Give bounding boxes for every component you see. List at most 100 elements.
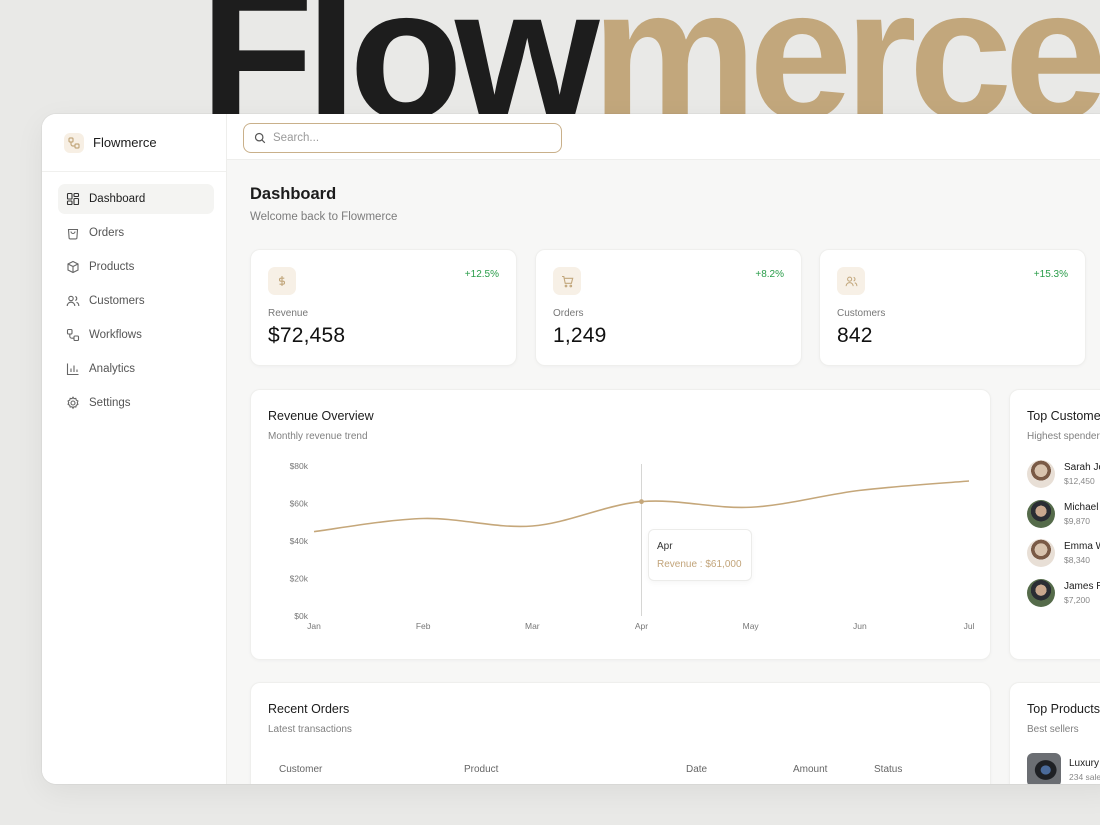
x-tick-label: Jun (853, 621, 867, 631)
workflow-icon (66, 328, 80, 342)
sidebar-item-label: Customers (89, 295, 145, 307)
avatar (1027, 460, 1055, 488)
sidebar-item-workflows[interactable]: Workflows (58, 320, 214, 350)
sidebar-item-label: Workflows (89, 329, 142, 341)
data-point[interactable] (639, 499, 644, 505)
top-customers-card: Top Customers Highest spenders Sarah Joh… (1009, 389, 1100, 660)
sidebar-item-label: Analytics (89, 363, 136, 375)
main-content: Dashboard Welcome back to Flowmerce +12.… (227, 114, 1100, 784)
customer-row[interactable]: Emma Wilson $8,340 (1027, 539, 1100, 567)
customer-row[interactable]: James Rodriguez $7,200 (1027, 579, 1100, 607)
brand-name: Flowmerce (93, 135, 157, 150)
stat-change: +15.3% (1033, 269, 1068, 280)
card-title: Revenue Overview (268, 409, 374, 423)
sidebar-item-customers[interactable]: Customers (58, 286, 214, 316)
card-subtitle: Monthly revenue trend (268, 431, 368, 442)
card-subtitle: Highest spenders (1027, 431, 1100, 442)
sidebar-item-label: Settings (89, 397, 131, 409)
revenue-overview-card: Revenue Overview Monthly revenue trend $… (250, 389, 991, 660)
y-tick-label: $80k (290, 461, 309, 471)
bar-chart-icon (66, 362, 80, 376)
card-subtitle: Latest transactions (268, 724, 352, 735)
dollar-icon (268, 267, 296, 295)
card-subtitle: Best sellers (1027, 724, 1079, 735)
avatar (1027, 539, 1055, 567)
customer-amount: $8,340 (1064, 555, 1090, 565)
topbar (227, 114, 1100, 160)
search-box[interactable] (243, 123, 562, 153)
cart-icon (553, 267, 581, 295)
column-header-date[interactable]: Date (686, 764, 708, 775)
sidebar-item-settings[interactable]: Settings (58, 388, 214, 418)
users-icon (66, 294, 80, 308)
product-row[interactable]: Luxury Watch 234 sales (1027, 753, 1100, 784)
customer-row[interactable]: Michael Chen $9,870 (1027, 500, 1100, 528)
sidebar-item-dashboard[interactable]: Dashboard (58, 184, 214, 214)
tooltip-month: Apr (657, 541, 673, 552)
y-tick-label: $0k (294, 611, 308, 621)
customer-amount: $12,450 (1064, 476, 1095, 486)
users-icon (837, 267, 865, 295)
customer-name: Sarah Johnson (1064, 462, 1100, 473)
sidebar: Flowmerce Dashboard Orders (42, 114, 227, 784)
x-tick-label: Mar (525, 621, 540, 631)
x-tick-label: Jul (964, 621, 975, 631)
revenue-line-chart[interactable]: $0k $20k $40k $60k $80k Jan Feb Mar Apr May Jun Jul (251, 390, 992, 661)
product-name: Luxury Watch (1069, 758, 1100, 769)
sidebar-item-label: Products (89, 261, 135, 273)
page-title: Dashboard (250, 185, 337, 203)
avatar (1027, 500, 1055, 528)
search-input[interactable] (273, 132, 533, 144)
column-header-product[interactable]: Product (464, 764, 499, 775)
sidebar-item-label: Orders (89, 227, 125, 239)
shopping-bag-icon (66, 226, 80, 240)
stat-label: Customers (837, 308, 886, 319)
page-subtitle: Welcome back to Flowmerce (250, 211, 398, 223)
avatar (1027, 579, 1055, 607)
stat-label: Orders (553, 308, 584, 319)
x-tick-label: Feb (416, 621, 431, 631)
chart-tooltip: Apr Revenue : $61,000 (648, 529, 752, 581)
customer-row[interactable]: Sarah Johnson $12,450 (1027, 460, 1100, 488)
customer-name: James Rodriguez (1064, 581, 1100, 592)
card-title: Recent Orders (268, 702, 350, 716)
sidebar-item-products[interactable]: Products (58, 252, 214, 282)
sidebar-item-analytics[interactable]: Analytics (58, 354, 214, 384)
card-title: Top Customers (1027, 409, 1100, 423)
stat-card-orders: +8.2% Orders 1,249 (535, 249, 802, 366)
package-icon (66, 260, 80, 274)
sidebar-item-label: Dashboard (89, 193, 146, 205)
column-header-amount[interactable]: Amount (793, 764, 828, 775)
stat-value: 1,249 (553, 324, 607, 347)
column-header-status[interactable]: Status (874, 764, 903, 775)
customer-name: Emma Wilson (1064, 541, 1100, 552)
stat-change: +8.2% (755, 269, 784, 280)
x-tick-label: May (743, 621, 760, 631)
stat-card-customers: +15.3% Customers 842 (819, 249, 1086, 366)
stat-value: $72,458 (268, 324, 346, 347)
stat-card-revenue: +12.5% Revenue $72,458 (250, 249, 517, 366)
workflow-logo-icon (64, 132, 84, 153)
stat-change: +12.5% (464, 269, 499, 280)
tooltip-value: Revenue : $61,000 (657, 559, 742, 570)
customer-amount: $7,200 (1064, 595, 1090, 605)
y-tick-label: $20k (290, 574, 309, 584)
brand[interactable]: Flowmerce (42, 114, 226, 172)
sidebar-item-orders[interactable]: Orders (58, 218, 214, 248)
x-tick-label: Jan (307, 621, 321, 631)
product-thumbnail (1027, 753, 1061, 784)
card-title: Top Products (1027, 702, 1100, 716)
column-header-customer[interactable]: Customer (279, 764, 323, 775)
product-sales: 234 sales (1069, 772, 1100, 782)
top-products-card: Top Products Best sellers Luxury Watch 2… (1009, 682, 1100, 784)
recent-orders-card: Recent Orders Latest transactions Custom… (250, 682, 991, 784)
layout-grid-icon (66, 192, 80, 206)
x-tick-label: Apr (635, 621, 648, 631)
search-icon (254, 132, 266, 144)
sidebar-nav: Dashboard Orders Products (42, 172, 226, 418)
y-tick-label: $40k (290, 536, 309, 546)
customer-amount: $9,870 (1064, 516, 1090, 526)
y-tick-label: $60k (290, 499, 309, 509)
stat-label: Revenue (268, 308, 309, 319)
app-window: Flowmerce Dashboard Orders (42, 114, 1100, 784)
